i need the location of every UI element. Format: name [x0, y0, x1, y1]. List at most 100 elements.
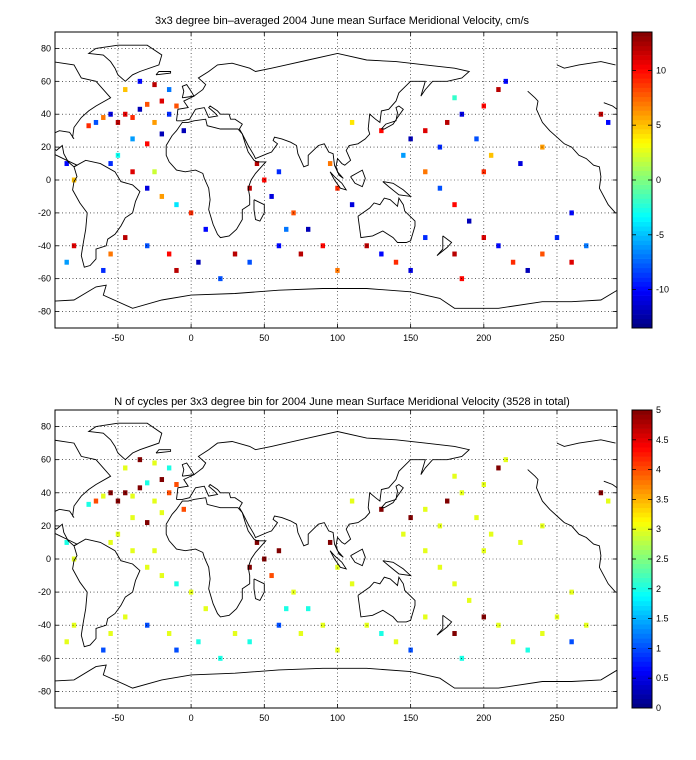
heatmap-cell [569, 589, 574, 595]
colorbar-segment [632, 50, 652, 56]
x-tick-label: 150 [403, 333, 418, 343]
colorbar-segment [632, 226, 652, 232]
y-tick-label: 60 [41, 76, 51, 86]
colorbar-segment [632, 249, 652, 255]
colorbar-segment [632, 531, 652, 537]
colorbar-segment [632, 286, 652, 292]
heatmap-cell [298, 251, 304, 257]
colorbar-segment [632, 64, 652, 70]
coastline-path [165, 118, 267, 239]
colorbar-segment [632, 572, 652, 578]
colorbar-segment [632, 461, 652, 467]
colorbar-segment [632, 291, 652, 296]
heatmap-cell [137, 106, 143, 112]
colorbar-segment [632, 600, 652, 606]
colorbar-segment [632, 295, 652, 301]
heatmap-cell [466, 597, 472, 603]
heatmap-cell [540, 631, 545, 636]
colorbar-segment [632, 277, 652, 283]
colorbar-segment [632, 106, 652, 111]
colorbar-segment [632, 115, 652, 121]
cycles-panel: N of cycles per 3x3 degree bin for 2004 … [38, 396, 669, 723]
heatmap-cell [108, 111, 113, 117]
colorbar-segment [632, 559, 652, 564]
heatmap-cell [452, 251, 457, 257]
heatmap-cell [108, 490, 113, 496]
heatmap-cell [188, 210, 194, 216]
coastline [55, 422, 617, 689]
colorbar-segment [632, 193, 652, 199]
heatmap-cell [254, 539, 260, 545]
coastline-path [55, 664, 617, 689]
heatmap-cell [174, 482, 179, 487]
colorbar-segment [632, 517, 652, 523]
colorbar-segment [632, 318, 652, 324]
y-tick-label: 60 [41, 455, 51, 465]
heatmap-cell [159, 131, 165, 137]
heatmap-cell [174, 103, 179, 109]
colorbar-segment [632, 55, 652, 61]
y-tick-label: -80 [38, 307, 51, 317]
colorbar-segment [632, 203, 652, 209]
colorbar-tick-label: 1.5 [656, 614, 669, 624]
heatmap-cell [181, 128, 186, 134]
colorbar-segment [632, 465, 652, 471]
x-tick-label: 50 [259, 333, 269, 343]
x-axis: -50 0 50 100 150 200 250 [111, 32, 565, 343]
colorbar-segment [632, 180, 652, 185]
heatmap-cell [137, 485, 143, 491]
colorbar-segment [632, 32, 652, 37]
y-tick-label: -40 [38, 620, 51, 630]
heatmap-cell [196, 639, 201, 645]
colorbar-segment [632, 96, 652, 102]
heatmap-cell [503, 457, 508, 463]
heatmap-cell [320, 243, 326, 249]
colorbar-segment [632, 656, 652, 662]
heatmap-cell [423, 614, 428, 620]
colorbar-segment [632, 642, 652, 648]
x-tick-label: -50 [111, 333, 124, 343]
heatmap-cell [437, 523, 443, 529]
heatmap-cell [466, 218, 472, 224]
heatmap-cell [401, 152, 406, 158]
heatmap-cell [152, 498, 157, 504]
y-axis: -80 -60 -40 -20 0 20 40 60 80 [38, 43, 617, 317]
colorbar-segment [632, 512, 652, 518]
colorbar-segment [632, 207, 652, 213]
heatmap-cell [269, 573, 274, 579]
heatmap-cell [71, 177, 77, 183]
heatmap-cell [101, 647, 106, 653]
coastline-path [72, 159, 141, 268]
colorbar-segment [632, 638, 652, 644]
heatmap-cell [423, 506, 428, 512]
colorbar-segment [632, 281, 652, 287]
colorbar-segment [632, 69, 652, 74]
heatmap-cell [349, 119, 355, 125]
colorbar-segment [632, 217, 652, 222]
heatmap-cell [145, 622, 150, 628]
heatmap-cell [423, 548, 428, 554]
x-tick-label: 200 [476, 713, 491, 723]
heatmap-cell [174, 581, 179, 587]
heatmap-cell [584, 622, 589, 628]
heatmap-cell [64, 639, 69, 645]
colorbar-tick-label: 4.5 [656, 435, 669, 445]
colorbar-segment [632, 535, 652, 541]
heatmap-cell [496, 622, 501, 628]
colorbar-segment [632, 447, 652, 453]
heatmap-cell [496, 243, 501, 249]
colorbar-tick-label: 0.5 [656, 673, 669, 683]
coastline-path [181, 462, 195, 477]
colorbar-segment [632, 78, 652, 84]
y-tick-label: 20 [41, 521, 51, 531]
coastline-path [556, 61, 616, 69]
heatmap-cell [445, 119, 450, 125]
heatmap-cell [379, 251, 384, 257]
heatmap-cell [130, 548, 135, 554]
colorbar-segment [632, 647, 652, 653]
coastline-path [357, 576, 416, 623]
heatmap-cell [437, 144, 443, 150]
coastline-path [253, 199, 265, 222]
heatmap-cell [276, 622, 282, 628]
heatmap-cell [518, 539, 523, 545]
